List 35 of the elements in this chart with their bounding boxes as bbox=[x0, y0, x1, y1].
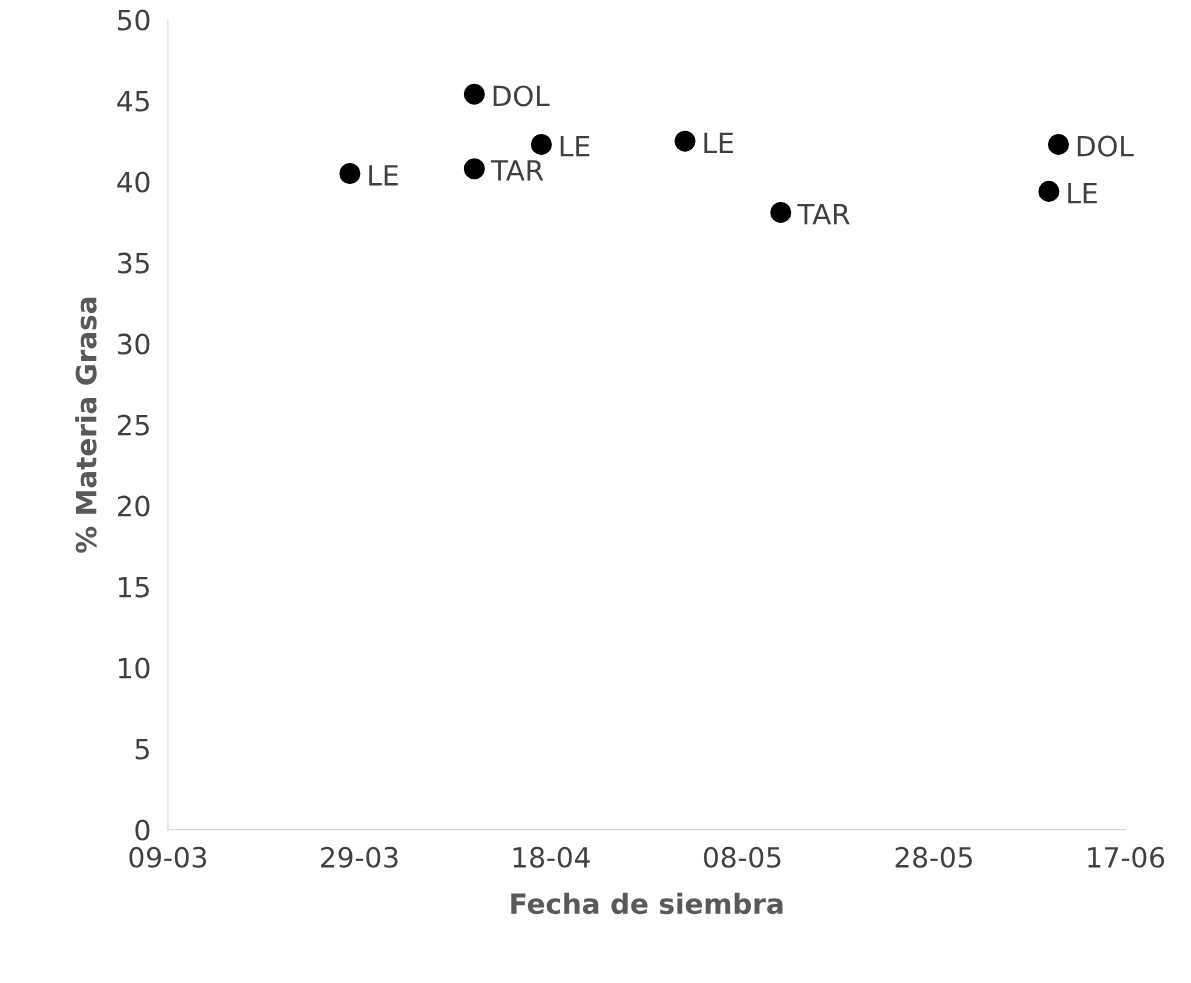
point bbox=[770, 201, 792, 223]
point bbox=[1047, 133, 1069, 155]
point bbox=[339, 163, 361, 185]
point bbox=[674, 130, 696, 152]
x-tick-label: 28-05 bbox=[895, 846, 972, 868]
annotation: LE bbox=[704, 132, 733, 153]
annotation: LE bbox=[369, 165, 398, 186]
y-tick-label: 30 bbox=[118, 333, 150, 355]
x-tick-label: 09-03 bbox=[129, 846, 207, 868]
x-tick-label: 18-04 bbox=[513, 846, 590, 868]
y-tick-label: 40 bbox=[117, 171, 150, 193]
x-axis-title: Fecha de siembra bbox=[511, 892, 783, 915]
point bbox=[463, 158, 485, 180]
y-tick-label: 45 bbox=[117, 90, 149, 112]
y-tick-label: 20 bbox=[117, 495, 150, 517]
x-tick-label: 17-06 bbox=[1088, 846, 1165, 868]
x-tick-label: 29-03 bbox=[321, 846, 398, 868]
point bbox=[530, 133, 552, 155]
y-tick-label: 25 bbox=[117, 414, 149, 436]
point bbox=[463, 83, 485, 105]
y-tick-label: 35 bbox=[118, 252, 149, 274]
y-tick-label: 50 bbox=[118, 9, 150, 31]
annotation: TAR bbox=[490, 160, 544, 181]
annotation: DOL bbox=[1077, 135, 1134, 157]
y-tick-label: 5 bbox=[135, 738, 149, 760]
point bbox=[1038, 180, 1060, 202]
annotation: LE bbox=[560, 135, 590, 157]
y-tick-label: 15 bbox=[118, 576, 149, 598]
annotation: DOL bbox=[493, 85, 550, 107]
y-axis-title: % Materia Grasa bbox=[75, 297, 97, 553]
y-tick-label: 10 bbox=[118, 657, 150, 679]
annotation: LE bbox=[1068, 182, 1097, 204]
x-tick-label: 08-05 bbox=[703, 846, 781, 868]
y-tick-label: 0 bbox=[135, 819, 150, 841]
annotation: TAR bbox=[797, 204, 850, 225]
